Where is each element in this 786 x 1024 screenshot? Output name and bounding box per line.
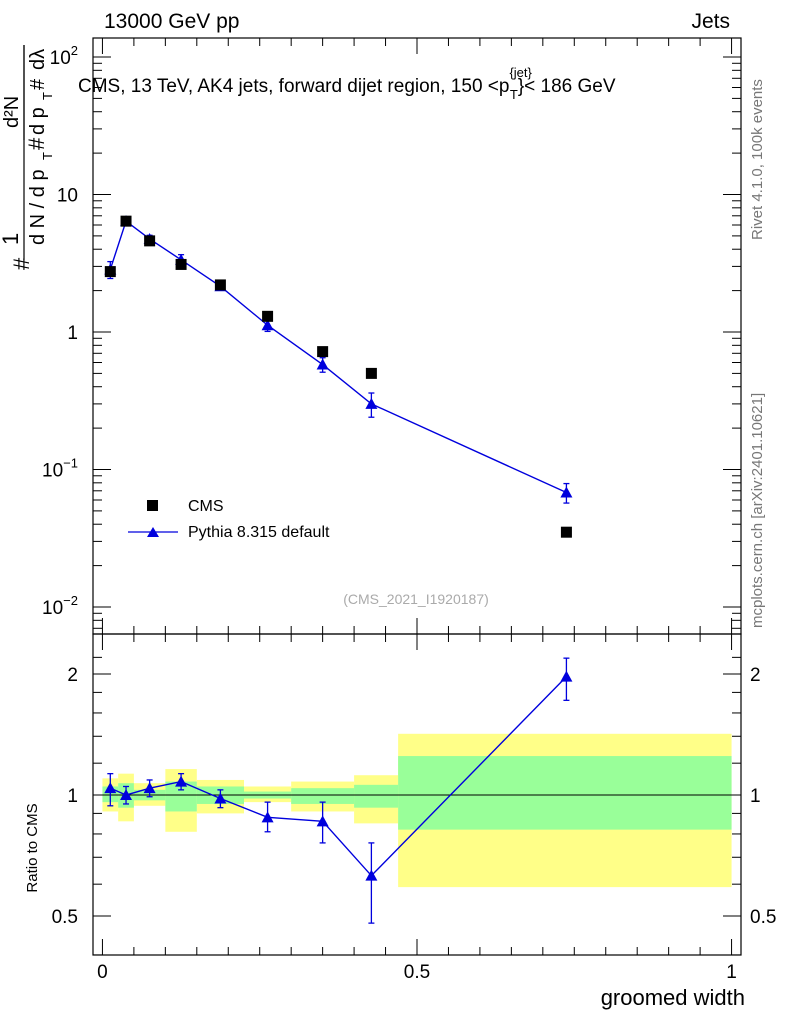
y-label-part3: d N / d p bbox=[27, 169, 49, 245]
legend: CMS Pythia 8.315 default bbox=[128, 498, 330, 541]
cms-point bbox=[120, 215, 132, 227]
x-tick-label: 0 bbox=[97, 962, 108, 983]
y-label-part1: # bbox=[9, 257, 34, 270]
plot-title: CMS, 13 TeV, AK4 jets, forward dijet reg… bbox=[78, 65, 616, 102]
y-label-part10: dλ bbox=[27, 49, 49, 70]
cms-point bbox=[560, 526, 572, 538]
plot-title-main: CMS, 13 TeV, AK4 jets, forward dijet reg… bbox=[78, 76, 509, 97]
rivet-label: Rivet 4.1.0, 100k events bbox=[749, 79, 766, 240]
cms-point bbox=[144, 235, 156, 247]
main-y-tick-label-exp: −2 bbox=[63, 593, 78, 608]
y-label-part4: T bbox=[40, 152, 55, 160]
ratio-y-tick-label-left: 2 bbox=[67, 665, 78, 686]
legend-marker-cms bbox=[147, 500, 158, 511]
mc-point bbox=[316, 358, 329, 370]
main-y-tick-label-base: 10 bbox=[50, 48, 71, 69]
ratio-y-tick-label-right: 2 bbox=[750, 665, 761, 686]
plot-title-sup: {jet} bbox=[509, 65, 532, 80]
mc-point bbox=[560, 486, 573, 498]
legend-marker-mc bbox=[147, 527, 159, 537]
mc-point bbox=[261, 319, 274, 331]
legend-label-mc: Pythia 8.315 default bbox=[188, 524, 330, 541]
ratio-band-inner bbox=[354, 784, 399, 808]
ratio-mc-point bbox=[316, 815, 329, 827]
header-left: 13000 GeV pp bbox=[104, 10, 239, 33]
y-label-part6: d²N bbox=[1, 96, 23, 128]
analysis-watermark: (CMS_2021_I1920187) bbox=[343, 591, 489, 607]
ratio-y-tick-label-right: 0.5 bbox=[750, 907, 776, 928]
ratio-y-tick-label-right: 1 bbox=[750, 786, 761, 807]
main-y-tick-label: 102 bbox=[50, 43, 78, 69]
plot-title-end: }< 186 GeV bbox=[518, 76, 616, 97]
legend-label-cms: CMS bbox=[188, 498, 224, 515]
y-label-part8: T bbox=[40, 92, 55, 100]
ratio-band-inner bbox=[291, 788, 355, 804]
ratio-mc-point bbox=[143, 782, 156, 794]
main-y-tick-label: 10−2 bbox=[42, 593, 78, 619]
mcplots-label: mcplots.cern.ch [arXiv:2401.10621] bbox=[749, 393, 766, 628]
cms-point bbox=[262, 310, 274, 322]
x-axis-label: groomed width bbox=[601, 985, 745, 1010]
ratio-mc-point bbox=[214, 792, 227, 804]
cms-point bbox=[214, 279, 226, 291]
y-label-part2: 1 bbox=[0, 233, 23, 245]
cms-point bbox=[317, 346, 329, 358]
main-y-tick-label-base: 1 bbox=[67, 323, 78, 344]
x-tick-label: 0.5 bbox=[404, 962, 430, 983]
ratio-mc-point bbox=[120, 789, 133, 800]
ratio-y-tick-label-left: 1 bbox=[67, 786, 78, 807]
main-y-tick-label: 1 bbox=[67, 323, 78, 344]
y-label-part7: d p bbox=[27, 107, 49, 135]
main-y-tick-label: 10 bbox=[57, 186, 78, 207]
ratio-band-inner bbox=[398, 756, 732, 830]
ratio-y-tick-label-left: 0.5 bbox=[52, 907, 78, 928]
cms-point bbox=[104, 266, 116, 278]
x-tick-label: 1 bbox=[726, 962, 737, 983]
ratio-y-axis-label: Ratio to CMS bbox=[24, 803, 41, 892]
plot-title-sub: T bbox=[510, 87, 518, 102]
main-y-tick-label-base: 10 bbox=[42, 598, 63, 619]
main-y-tick-label-base: 10 bbox=[57, 186, 78, 207]
y-label-part9: # bbox=[27, 78, 49, 90]
ratio-mc-point bbox=[560, 670, 573, 682]
cms-point bbox=[175, 258, 187, 270]
ratio-mc-point bbox=[261, 811, 274, 823]
main-y-axis-label: # 1 d N / d p T # d²N d p T # dλ bbox=[0, 45, 55, 270]
y-label-part5: # bbox=[24, 137, 49, 150]
mc-point bbox=[365, 397, 378, 409]
ratio-mc-point bbox=[104, 782, 117, 794]
ratio-panel: 0.5 0.5 1 1 2 2 0 0.5 1 bbox=[52, 633, 776, 983]
main-frame bbox=[92, 37, 742, 635]
ratio-mc-point bbox=[175, 775, 188, 787]
ratio-mc-point bbox=[365, 869, 378, 881]
main-y-tick-label: 10−1 bbox=[42, 456, 78, 482]
main-y-tick-label-exp: 2 bbox=[71, 43, 78, 58]
main-y-tick-label-exp: −1 bbox=[63, 456, 78, 471]
cms-point bbox=[365, 367, 377, 379]
header-right: Jets bbox=[691, 10, 730, 33]
main-y-tick-label-base: 10 bbox=[42, 461, 63, 482]
